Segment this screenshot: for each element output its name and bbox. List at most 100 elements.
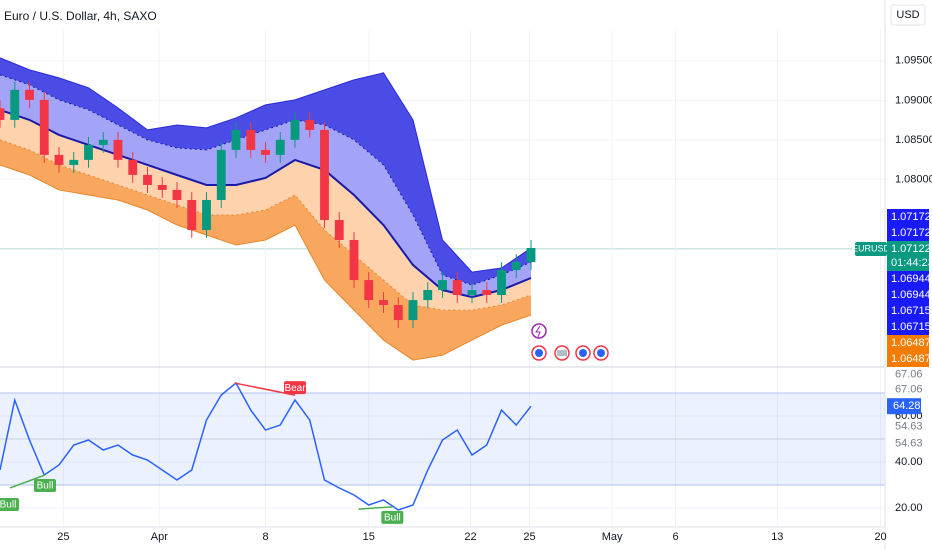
flag bbox=[597, 349, 605, 357]
candle-body bbox=[246, 129, 256, 150]
candle-body bbox=[98, 139, 108, 145]
candle-body bbox=[128, 159, 138, 175]
candle-body bbox=[10, 89, 20, 120]
candle-body bbox=[261, 149, 270, 155]
level-label: 67.06 bbox=[895, 384, 923, 396]
candle-body bbox=[172, 189, 182, 200]
candle-body bbox=[275, 139, 285, 155]
divergence-line bbox=[9, 474, 46, 489]
event-icon[interactable] bbox=[531, 323, 547, 339]
rsi-panel: Bull Bull Bear Bull bbox=[0, 381, 885, 524]
y-tick-label: 1.09000 bbox=[895, 94, 932, 106]
event-icons bbox=[531, 323, 609, 361]
price-label-box bbox=[887, 209, 929, 225]
x-tick-label: 25 bbox=[523, 531, 535, 543]
candle-body bbox=[216, 149, 226, 200]
candle-body bbox=[364, 280, 374, 301]
candle-body bbox=[143, 174, 152, 185]
candle-body bbox=[231, 129, 241, 150]
current-label: 64.28 bbox=[893, 400, 921, 412]
price-label: 1.06944 bbox=[891, 289, 931, 301]
price-label-box bbox=[887, 303, 929, 319]
y-tick-label: 20.00 bbox=[895, 502, 923, 514]
x-tick-label: 6 bbox=[672, 531, 678, 543]
candles bbox=[0, 81, 536, 328]
candle-body bbox=[39, 99, 49, 155]
divergence-label: Bull bbox=[0, 500, 16, 511]
price-label-box bbox=[887, 225, 929, 241]
price-label: 1.07172 bbox=[891, 227, 931, 239]
candle-body bbox=[202, 199, 211, 231]
band-line bbox=[0, 57, 532, 273]
y-tick-label: 1.09500 bbox=[895, 55, 932, 67]
candle-body bbox=[393, 305, 403, 321]
current-box bbox=[887, 398, 921, 415]
x-tick-label: 20 bbox=[874, 531, 886, 543]
price-label-box bbox=[887, 335, 929, 351]
divergence-label: Bull bbox=[384, 512, 401, 523]
price-label: 1.06487 bbox=[891, 353, 931, 365]
divergence-line bbox=[358, 506, 393, 510]
candle-body bbox=[497, 270, 506, 296]
x-tick-label: 22 bbox=[464, 531, 476, 543]
x-tick-label: 13 bbox=[771, 531, 783, 543]
candle-body bbox=[25, 89, 34, 100]
y-tick-label: 1.08000 bbox=[895, 173, 932, 185]
price-label: 1.06944 bbox=[891, 273, 931, 285]
candle-body bbox=[69, 159, 79, 165]
candle-body bbox=[0, 108, 5, 120]
x-tick-label: 25 bbox=[57, 531, 69, 543]
x-tick-label: Apr bbox=[151, 531, 168, 543]
candle-body bbox=[187, 199, 197, 231]
candle-body bbox=[511, 262, 521, 271]
currency-label: USD bbox=[896, 9, 919, 21]
symbol-tag bbox=[855, 242, 887, 256]
x-tick-label: 8 bbox=[262, 531, 268, 543]
symbol-tag-label: EURUSD bbox=[852, 243, 891, 253]
axis-labels: 1.09500 1.09000 1.08500 1.08000 1.07172 1.071… bbox=[57, 55, 932, 543]
candle-body bbox=[157, 184, 167, 190]
price-label-box bbox=[887, 287, 929, 303]
symbol-title: Euro / U.S. Dollar, 4h, SAXO bbox=[4, 9, 157, 23]
candle-body bbox=[54, 154, 64, 165]
candle-body bbox=[334, 219, 344, 240]
countdown-label: 01:44:23 bbox=[891, 257, 932, 269]
price-label: 1.06715 bbox=[891, 321, 931, 333]
band-line bbox=[0, 139, 532, 311]
level-label: 67.06 bbox=[895, 369, 923, 381]
band-fill bbox=[0, 57, 531, 286]
candle-body bbox=[526, 247, 536, 263]
y-tick-label: 40.00 bbox=[895, 456, 923, 468]
last-price-box bbox=[887, 241, 929, 271]
divergence-tag bbox=[381, 510, 404, 524]
flag bbox=[557, 350, 567, 356]
candle-body bbox=[84, 144, 93, 160]
lightning bbox=[535, 325, 541, 338]
candle-body bbox=[349, 239, 359, 281]
candle-body bbox=[467, 290, 477, 296]
candle-body bbox=[290, 119, 300, 140]
currency-button[interactable] bbox=[890, 4, 926, 26]
band-fill bbox=[0, 74, 531, 298]
divergence-tag bbox=[0, 497, 19, 511]
flag bbox=[535, 349, 543, 357]
flag bbox=[579, 349, 587, 357]
candle-body bbox=[113, 139, 123, 160]
y-tick-label: 1.08500 bbox=[895, 134, 932, 146]
price-label: 1.06715 bbox=[891, 305, 931, 317]
divergence-tag bbox=[33, 478, 56, 492]
candle-body bbox=[379, 300, 388, 306]
price-label-box bbox=[887, 351, 929, 367]
rsi-line bbox=[0, 381, 532, 511]
candle-body bbox=[452, 280, 462, 296]
band-line bbox=[0, 164, 532, 361]
candle-body bbox=[305, 119, 315, 130]
level-label: 54.63 bbox=[895, 420, 923, 432]
x-tick-label: 15 bbox=[363, 531, 375, 543]
candle-body bbox=[320, 129, 329, 220]
candle-body bbox=[408, 300, 418, 321]
divergence-label: Bull bbox=[37, 481, 54, 492]
candle-body bbox=[423, 290, 433, 301]
